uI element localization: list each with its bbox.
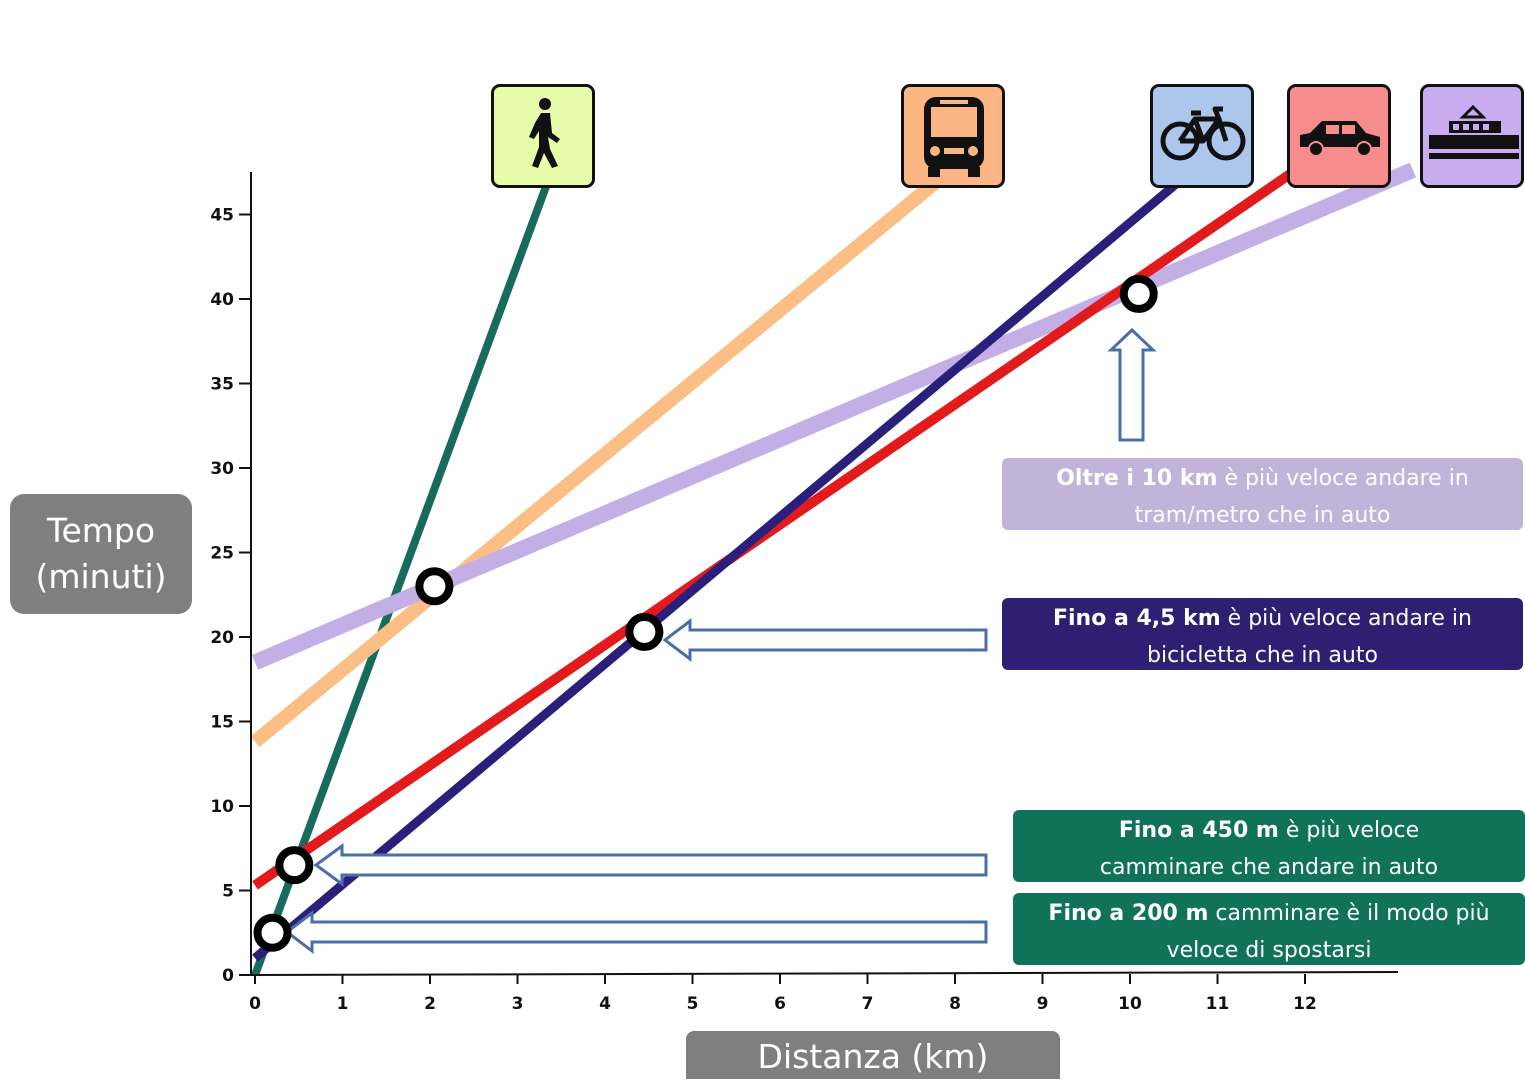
bus-glyph	[924, 97, 984, 177]
crossing-marker	[1119, 274, 1158, 313]
car-glyph	[1300, 121, 1380, 157]
y-tick-label: 45	[210, 206, 234, 226]
callout-walk450-text: è più veloce	[1278, 818, 1420, 843]
callout-bike: Fino a 4,5 km è più veloce andare in bic…	[1002, 598, 1523, 670]
callout-walk200-bold: Fino a 200 m	[1048, 901, 1209, 926]
arrow-to-tram-crossing	[1107, 327, 1157, 442]
y-tick-layer: 0 5 10 15 20 25 30 35 40 45	[210, 206, 252, 986]
bicycle-icon	[1150, 84, 1254, 188]
callout-tram-line2: tram/metro che in auto	[1134, 503, 1391, 528]
callout-walk200-line2: veloce di spostarsi	[1166, 938, 1372, 963]
y-tick-label: 0	[222, 966, 234, 986]
x-axis-title: Distanza (km)	[686, 1031, 1060, 1079]
callout-bike-line2: bicicletta che in auto	[1147, 643, 1378, 668]
callout-tram-bold: Oltre i 10 km	[1056, 466, 1218, 491]
crossing-marker	[625, 612, 664, 651]
pedestrian-glyph	[529, 98, 560, 168]
x-tick-label: 4	[599, 994, 611, 1014]
arrow-to-walk200-crossing	[284, 909, 988, 955]
y-tick-label: 30	[210, 459, 234, 479]
x-tick-label: 3	[512, 994, 524, 1014]
series-line-bike	[252, 166, 1196, 962]
x-tick-label: 7	[862, 994, 874, 1014]
x-tick-label: 12	[1293, 994, 1317, 1014]
crossing-marker	[253, 913, 292, 952]
tram-glyph	[1429, 104, 1519, 159]
bus-icon	[901, 84, 1005, 188]
y-tick-label: 20	[210, 628, 234, 648]
x-tick-label: 2	[424, 994, 436, 1014]
y-axis-title-line1: Tempo	[46, 511, 156, 550]
y-tick-label: 15	[210, 713, 234, 733]
y-axis-title: Tempo (minuti)	[10, 494, 192, 614]
y-tick-label: 10	[210, 797, 234, 817]
x-tick-label: 6	[774, 994, 786, 1014]
x-tick-label: 8	[949, 994, 961, 1014]
arrow-to-bike-crossing	[662, 617, 988, 663]
x-tick-layer: 0 1 2 3 4 5 6 7 8 9 10 11 12	[249, 974, 1317, 1014]
pedestrian-icon	[491, 84, 595, 188]
callout-bike-bold: Fino a 4,5 km	[1052, 606, 1221, 631]
callout-walk450-line2: camminare che andare in auto	[1099, 855, 1439, 880]
series-line-bus	[250, 175, 942, 748]
marker-layer	[253, 274, 1158, 952]
callout-bike-text: è più veloce andare in	[1220, 606, 1472, 631]
y-tick-label: 5	[222, 882, 234, 902]
series-line-walk	[251, 179, 552, 977]
x-axis-line	[250, 971, 1399, 976]
x-tick-label: 11	[1206, 994, 1230, 1014]
y-tick-label: 35	[210, 375, 234, 395]
car-icon	[1287, 84, 1391, 188]
tram-icon	[1420, 84, 1524, 188]
callout-tram: Oltre i 10 km è più veloce andare in tra…	[1002, 458, 1523, 530]
crossing-marker	[415, 567, 454, 606]
x-tick-label: 10	[1118, 994, 1142, 1014]
axis-layer	[250, 172, 1399, 976]
x-tick-label: 1	[337, 994, 349, 1014]
y-axis-title-line2: (minuti)	[35, 557, 167, 596]
callout-tram-text: è più veloce andare in	[1217, 466, 1469, 491]
x-tick-label: 9	[1037, 994, 1049, 1014]
y-tick-label: 25	[210, 544, 234, 564]
bicycle-glyph	[1160, 106, 1246, 161]
x-tick-label: 5	[687, 994, 699, 1014]
y-tick-label: 40	[210, 290, 234, 310]
arrow-layer	[284, 327, 1157, 955]
callout-walk-200m: Fino a 200 m camminare è il modo più vel…	[1013, 893, 1525, 965]
crossing-marker	[275, 846, 314, 885]
callout-walk450-bold: Fino a 450 m	[1118, 818, 1279, 843]
callout-walk-450m: Fino a 450 m è più veloce camminare che …	[1013, 810, 1525, 882]
callout-walk200-text: camminare è il modo più	[1208, 901, 1490, 926]
x-tick-label: 0	[249, 994, 261, 1014]
arrow-to-walk450-crossing	[313, 843, 988, 887]
